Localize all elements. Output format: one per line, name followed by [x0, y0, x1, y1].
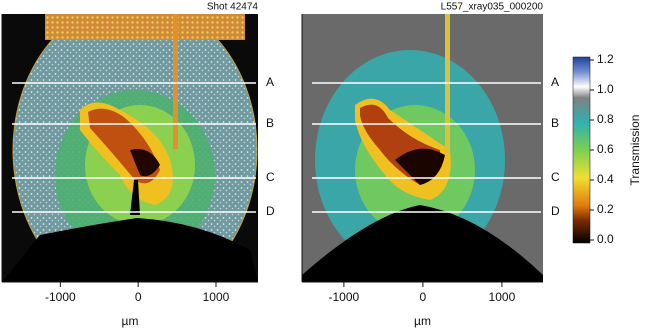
colorbar [572, 56, 591, 244]
annotation-label: D [551, 204, 560, 218]
annotation-label: A [551, 75, 559, 89]
colorbar-label: Transmission [628, 115, 642, 186]
annotation-label: A [266, 75, 274, 89]
x-tick-label: -1000 [329, 290, 360, 304]
x-tick-label: 0 [420, 290, 427, 304]
x-axis-label: µm [122, 314, 139, 328]
colorbar-tick-label: 0.4 [597, 172, 614, 186]
panel-title: Shot 42474 [207, 2, 259, 13]
x-tick-label: 0 [135, 290, 142, 304]
colorbar-tick-label: 0.8 [597, 112, 614, 126]
annotation-label: D [266, 204, 275, 218]
image-left [2, 14, 258, 282]
colorbar-tick-label: 1.0 [597, 82, 614, 96]
annotation-label: C [551, 170, 560, 184]
colorbar-tick-label: 1.2 [597, 52, 614, 66]
colorbar-tick-label: 0.0 [597, 232, 614, 246]
colorbar-tick-label: 0.2 [597, 202, 614, 216]
x-tick-label: -1000 [45, 290, 76, 304]
x-tick-label: 1000 [489, 290, 516, 304]
x-tick-label: 1000 [203, 290, 230, 304]
annotation-label: B [266, 116, 274, 130]
x-axis-label: µm [414, 314, 431, 328]
panel-title: L557_xray035_000200 [441, 2, 544, 13]
colorbar-tick-label: 0.6 [597, 142, 614, 156]
annotation-label: B [551, 116, 559, 130]
image-right [302, 14, 543, 282]
annotation-label: C [266, 170, 275, 184]
